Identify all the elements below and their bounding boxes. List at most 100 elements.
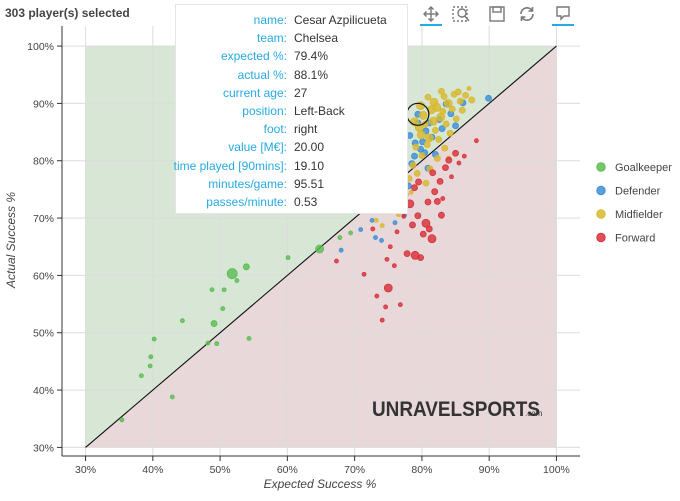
data-point-forward[interactable] xyxy=(449,174,454,180)
data-point-midfielder[interactable] xyxy=(438,87,445,95)
data-point-midfielder[interactable] xyxy=(440,93,448,100)
data-point-goalkeeper[interactable] xyxy=(337,235,343,240)
data-point-goalkeeper[interactable] xyxy=(220,306,226,312)
data-point-forward[interactable] xyxy=(414,212,422,220)
data-point-midfielder[interactable] xyxy=(448,105,456,113)
box-zoom-icon[interactable] xyxy=(450,4,472,24)
data-point-forward[interactable] xyxy=(433,198,441,205)
data-point-forward[interactable] xyxy=(417,254,424,262)
data-point-goalkeeper[interactable] xyxy=(210,320,218,327)
data-point-goalkeeper[interactable] xyxy=(242,263,250,271)
data-point-midfielder[interactable] xyxy=(424,133,434,143)
legend-label-forward[interactable]: Forward xyxy=(615,233,655,245)
data-point-midfielder[interactable] xyxy=(409,161,417,169)
data-point-goalkeeper[interactable] xyxy=(205,340,211,346)
data-point-midfielder[interactable] xyxy=(373,217,379,223)
data-point-forward[interactable] xyxy=(379,317,385,323)
data-point-forward[interactable] xyxy=(334,258,339,264)
data-point-midfielder[interactable] xyxy=(429,97,439,107)
data-point-forward[interactable] xyxy=(429,169,437,177)
data-point-midfielder[interactable] xyxy=(456,97,464,105)
data-point-midfielder[interactable] xyxy=(379,223,385,228)
data-point-forward[interactable] xyxy=(403,250,411,258)
data-point-midfielder[interactable] xyxy=(433,155,441,162)
data-point-forward[interactable] xyxy=(394,229,400,235)
data-point-forward[interactable] xyxy=(415,178,422,186)
data-point-midfielder[interactable] xyxy=(413,169,421,177)
data-point-forward[interactable] xyxy=(383,304,388,310)
data-point-forward[interactable] xyxy=(409,221,416,229)
data-point-forward[interactable] xyxy=(442,164,449,172)
data-point-goalkeeper[interactable] xyxy=(148,354,154,360)
data-point-goalkeeper[interactable] xyxy=(180,318,185,324)
data-point-forward[interactable] xyxy=(370,226,376,232)
data-point-midfielder[interactable] xyxy=(439,108,447,115)
legend-marker-forward[interactable] xyxy=(596,232,606,243)
data-point-forward[interactable] xyxy=(456,160,462,166)
data-point-goalkeeper[interactable] xyxy=(147,363,153,369)
data-point-midfielder[interactable] xyxy=(462,91,470,99)
legend-marker-defender[interactable] xyxy=(596,185,606,196)
data-point-midfielder[interactable] xyxy=(466,86,472,91)
data-point-forward[interactable] xyxy=(473,138,479,144)
data-point-goalkeeper[interactable] xyxy=(246,336,252,341)
data-point-midfielder[interactable] xyxy=(454,88,462,96)
pan-icon[interactable] xyxy=(420,4,442,26)
reset-icon[interactable] xyxy=(516,4,538,24)
data-point-midfielder[interactable] xyxy=(428,116,438,126)
data-point-midfielder[interactable] xyxy=(441,144,449,152)
data-point-forward[interactable] xyxy=(421,218,431,228)
data-point-forward[interactable] xyxy=(387,244,393,250)
data-point-forward[interactable] xyxy=(427,234,437,244)
legend[interactable]: Goalkeeper Defender Midfielder Forward xyxy=(596,162,672,245)
data-point-goalkeeper[interactable] xyxy=(348,230,354,236)
data-point-midfielder[interactable] xyxy=(422,179,430,187)
legend-marker-goalkeeper[interactable] xyxy=(596,162,606,172)
data-point-defender[interactable] xyxy=(452,122,459,130)
data-point-midfielder[interactable] xyxy=(452,115,460,123)
data-point-forward[interactable] xyxy=(452,149,459,157)
save-icon[interactable] xyxy=(486,4,508,24)
data-point-defender[interactable] xyxy=(379,238,384,243)
data-point-forward[interactable] xyxy=(391,263,397,269)
data-point-goalkeeper[interactable] xyxy=(214,341,220,347)
data-point-goalkeeper[interactable] xyxy=(151,336,157,342)
data-point-midfielder[interactable] xyxy=(443,99,453,108)
data-point-midfielder[interactable] xyxy=(468,96,476,104)
data-point-forward[interactable] xyxy=(431,188,439,196)
data-point-midfielder[interactable] xyxy=(408,189,414,195)
data-point-midfielder[interactable] xyxy=(446,129,454,137)
data-point-defender[interactable] xyxy=(338,247,344,253)
data-point-forward[interactable] xyxy=(424,198,432,206)
data-point-forward[interactable] xyxy=(445,156,453,164)
data-point-forward[interactable] xyxy=(461,153,467,159)
legend-label-goalkeeper[interactable]: Goalkeeper xyxy=(615,162,672,174)
data-point-goalkeeper[interactable] xyxy=(138,373,144,379)
data-point-midfielder[interactable] xyxy=(431,126,439,134)
data-point-defender[interactable] xyxy=(438,125,446,133)
data-point-forward[interactable] xyxy=(438,211,445,219)
data-point-goalkeeper[interactable] xyxy=(315,244,325,254)
data-point-midfielder[interactable] xyxy=(412,143,420,151)
data-point-midfielder[interactable] xyxy=(424,93,432,101)
data-point-midfielder[interactable] xyxy=(423,141,431,149)
data-point-forward[interactable] xyxy=(383,283,393,293)
data-point-midfielder[interactable] xyxy=(435,136,443,143)
data-point-defender[interactable] xyxy=(485,94,492,102)
data-point-forward[interactable] xyxy=(436,177,444,185)
data-point-forward[interactable] xyxy=(440,196,446,201)
data-point-defender[interactable] xyxy=(369,217,375,223)
data-point-midfielder[interactable] xyxy=(418,111,428,120)
data-point-defender[interactable] xyxy=(411,152,418,160)
data-point-forward[interactable] xyxy=(425,225,433,233)
data-point-forward[interactable] xyxy=(419,230,427,238)
data-point-defender[interactable] xyxy=(358,227,364,232)
data-point-forward[interactable] xyxy=(384,256,390,262)
data-point-forward[interactable] xyxy=(401,213,407,219)
data-point-midfielder[interactable] xyxy=(458,106,466,114)
data-point-forward[interactable] xyxy=(374,293,380,299)
legend-marker-midfielder[interactable] xyxy=(596,209,606,219)
data-point-forward[interactable] xyxy=(411,184,418,192)
data-point-forward[interactable] xyxy=(361,271,367,277)
data-point-midfielder[interactable] xyxy=(442,120,450,128)
